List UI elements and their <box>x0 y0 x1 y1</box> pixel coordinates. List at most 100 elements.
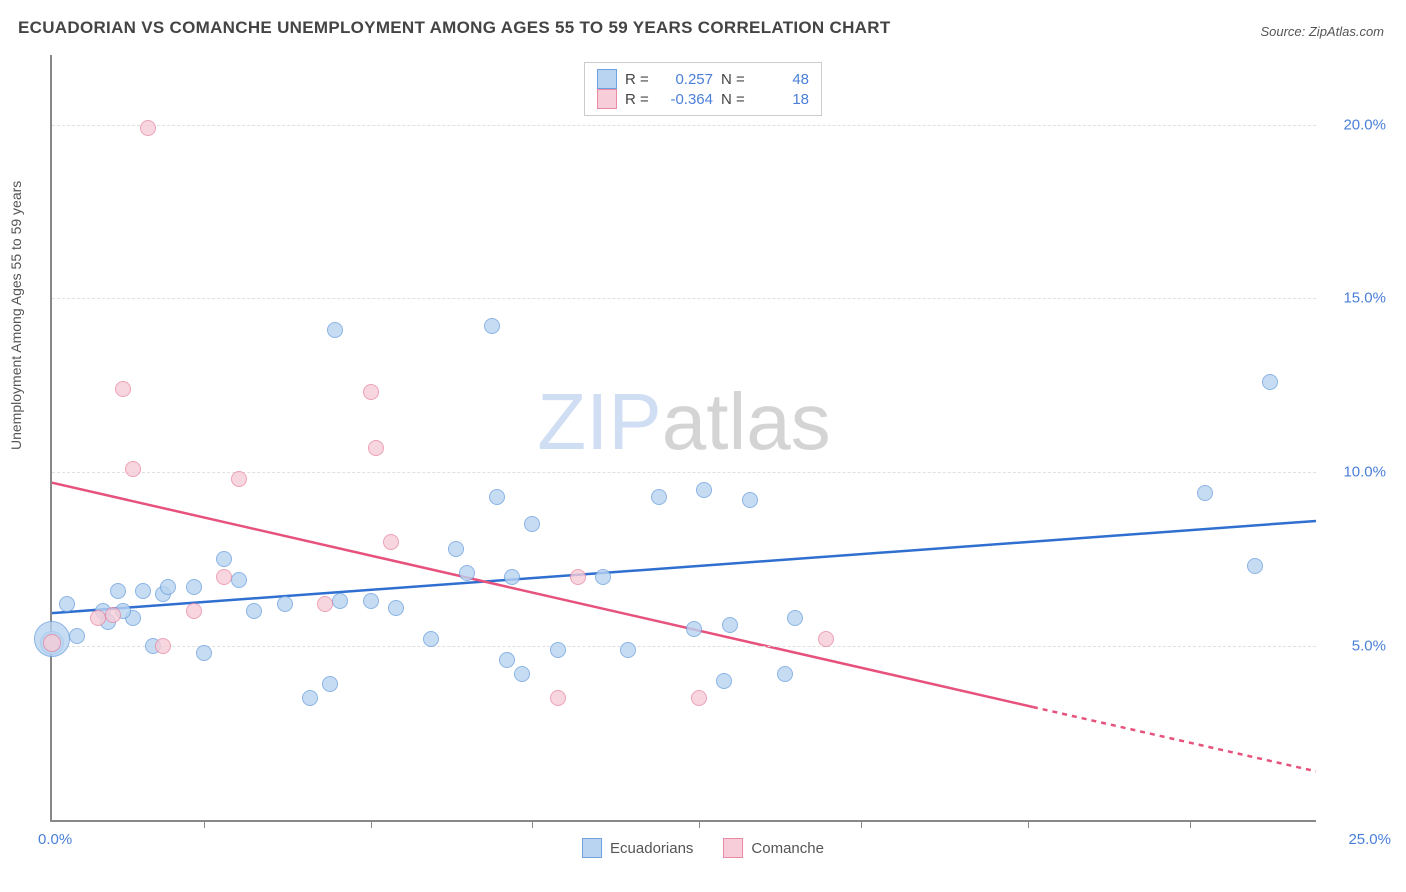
y-tick-label: 5.0% <box>1326 638 1386 655</box>
x-axis-end-label: 25.0% <box>1348 831 1391 848</box>
data-point <box>524 516 540 532</box>
legend-r-label: R = <box>625 91 653 108</box>
data-point <box>459 565 475 581</box>
trend-line <box>52 521 1316 613</box>
correlation-legend: R = 0.257 N = 48 R = -0.364 N = 18 <box>584 62 822 116</box>
plot-area: ZIPatlas 0.0% 25.0% 5.0%10.0%15.0%20.0% <box>50 55 1316 822</box>
data-point <box>818 631 834 647</box>
data-point <box>448 541 464 557</box>
data-point <box>140 120 156 136</box>
trend-line <box>52 483 1033 707</box>
gridline <box>52 125 1316 126</box>
x-tick <box>204 820 205 828</box>
legend-swatch-comanche <box>597 89 617 109</box>
x-tick <box>532 820 533 828</box>
data-point <box>317 596 333 612</box>
legend-n-label: N = <box>721 91 749 108</box>
series-legend-label: Ecuadorians <box>610 840 693 857</box>
data-point <box>277 596 293 612</box>
legend-n-value-ecuadorians: 48 <box>757 71 809 88</box>
data-point <box>388 600 404 616</box>
legend-n-label: N = <box>721 71 749 88</box>
data-point <box>570 569 586 585</box>
series-legend: Ecuadorians Comanche <box>582 838 824 858</box>
data-point <box>368 440 384 456</box>
data-point <box>155 638 171 654</box>
data-point <box>1197 485 1213 501</box>
data-point <box>322 676 338 692</box>
data-point <box>59 596 75 612</box>
data-point <box>105 607 121 623</box>
legend-swatch-ecuadorians <box>582 838 602 858</box>
data-point <box>231 572 247 588</box>
legend-r-value-ecuadorians: 0.257 <box>661 71 713 88</box>
data-point <box>777 666 793 682</box>
source-attribution: Source: ZipAtlas.com <box>1260 24 1384 39</box>
data-point <box>499 652 515 668</box>
data-point <box>363 593 379 609</box>
gridline <box>52 646 1316 647</box>
data-point <box>504 569 520 585</box>
data-point <box>216 551 232 567</box>
data-point <box>186 579 202 595</box>
series-legend-item: Comanche <box>723 838 824 858</box>
data-point <box>595 569 611 585</box>
watermark: ZIPatlas <box>537 376 830 468</box>
y-tick-label: 15.0% <box>1326 290 1386 307</box>
x-axis-origin-label: 0.0% <box>38 831 72 848</box>
y-axis-label: Unemployment Among Ages 55 to 59 years <box>8 181 24 450</box>
correlation-legend-row: R = -0.364 N = 18 <box>597 89 809 109</box>
data-point <box>43 634 61 652</box>
legend-swatch-ecuadorians <box>597 69 617 89</box>
data-point <box>489 489 505 505</box>
data-point <box>550 642 566 658</box>
y-tick-label: 10.0% <box>1326 464 1386 481</box>
data-point <box>115 381 131 397</box>
data-point <box>383 534 399 550</box>
data-point <box>69 628 85 644</box>
trend-line <box>1033 707 1316 771</box>
series-legend-label: Comanche <box>751 840 824 857</box>
gridline <box>52 298 1316 299</box>
x-tick <box>1028 820 1029 828</box>
data-point <box>696 482 712 498</box>
data-point <box>90 610 106 626</box>
y-tick-label: 20.0% <box>1326 116 1386 133</box>
x-tick <box>699 820 700 828</box>
data-point <box>716 673 732 689</box>
data-point <box>186 603 202 619</box>
data-point <box>110 583 126 599</box>
trend-lines-layer <box>52 55 1316 820</box>
data-point <box>514 666 530 682</box>
correlation-legend-row: R = 0.257 N = 48 <box>597 69 809 89</box>
watermark-zip: ZIP <box>537 377 661 466</box>
data-point <box>1262 374 1278 390</box>
data-point <box>620 642 636 658</box>
data-point <box>550 690 566 706</box>
chart-title: ECUADORIAN VS COMANCHE UNEMPLOYMENT AMON… <box>18 18 891 38</box>
legend-r-value-comanche: -0.364 <box>661 91 713 108</box>
legend-n-value-comanche: 18 <box>757 91 809 108</box>
x-tick <box>371 820 372 828</box>
data-point <box>1247 558 1263 574</box>
data-point <box>160 579 176 595</box>
data-point <box>787 610 803 626</box>
data-point <box>302 690 318 706</box>
watermark-atlas: atlas <box>662 377 831 466</box>
series-legend-item: Ecuadorians <box>582 838 693 858</box>
data-point <box>691 690 707 706</box>
data-point <box>423 631 439 647</box>
data-point <box>246 603 262 619</box>
data-point <box>363 384 379 400</box>
data-point <box>216 569 232 585</box>
data-point <box>686 621 702 637</box>
data-point <box>125 461 141 477</box>
legend-r-label: R = <box>625 71 653 88</box>
data-point <box>327 322 343 338</box>
data-point <box>196 645 212 661</box>
x-tick <box>861 820 862 828</box>
data-point <box>231 471 247 487</box>
data-point <box>742 492 758 508</box>
data-point <box>484 318 500 334</box>
data-point <box>135 583 151 599</box>
